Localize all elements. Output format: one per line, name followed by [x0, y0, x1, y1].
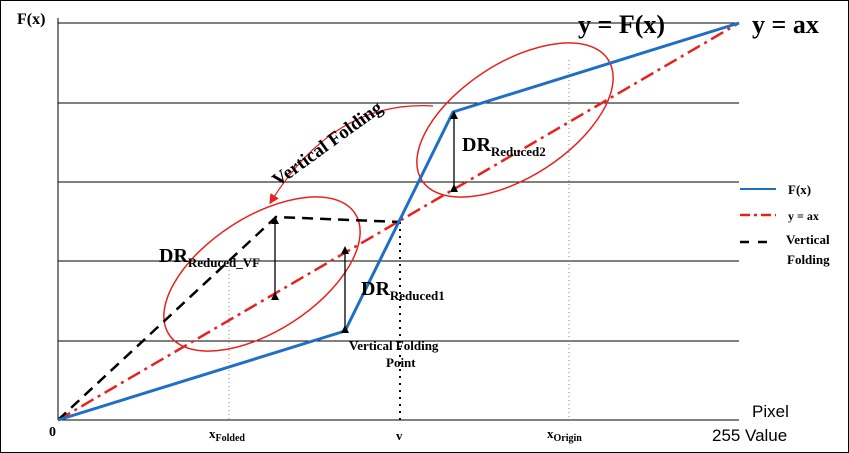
legend: F(x) y = ax Vertical Folding — [740, 182, 830, 267]
vf-point-label-line1: Vertical Folding — [349, 338, 439, 353]
legend-folding-label-line1: Vertical — [786, 232, 830, 247]
dr-reduced2-label: DRReduced2 — [462, 134, 546, 159]
legend-ax-label: y = ax — [788, 209, 819, 223]
fx-line — [57, 21, 740, 422]
legend-folding-label-line2: Folding — [787, 252, 830, 267]
origin-label: 0 — [49, 425, 56, 440]
reduced-vf-ellipse — [163, 196, 361, 352]
reduced2-ellipse — [416, 42, 614, 198]
x-max-label: 255 — [712, 426, 740, 445]
y-ax-line — [57, 21, 740, 422]
x-folded-label: xFolded — [209, 426, 245, 444]
legend-fx-label: F(x) — [788, 182, 811, 197]
x-axis-label-value: Value — [745, 426, 787, 445]
ax-equation: y = ax — [752, 10, 819, 39]
dr-arrows — [271, 111, 458, 333]
grid-lines — [58, 22, 739, 342]
x-origin-label: xOrigin — [547, 426, 582, 444]
vertical-folding-arrow — [269, 105, 434, 205]
fx-equation: y = F(x) — [578, 10, 665, 39]
vertical-folding-caption: Vertical Folding — [269, 97, 387, 191]
dr-reduced-vf-label: DRReduced_VF — [159, 245, 260, 270]
dr-reduced1-label: DRReduced1 — [361, 278, 445, 303]
v-label: v — [396, 428, 403, 443]
vf-point-label-line2: Point — [386, 355, 416, 370]
y-axis-label: F(x) — [17, 11, 45, 28]
x-axis-label-pixel: Pixel — [752, 402, 789, 421]
